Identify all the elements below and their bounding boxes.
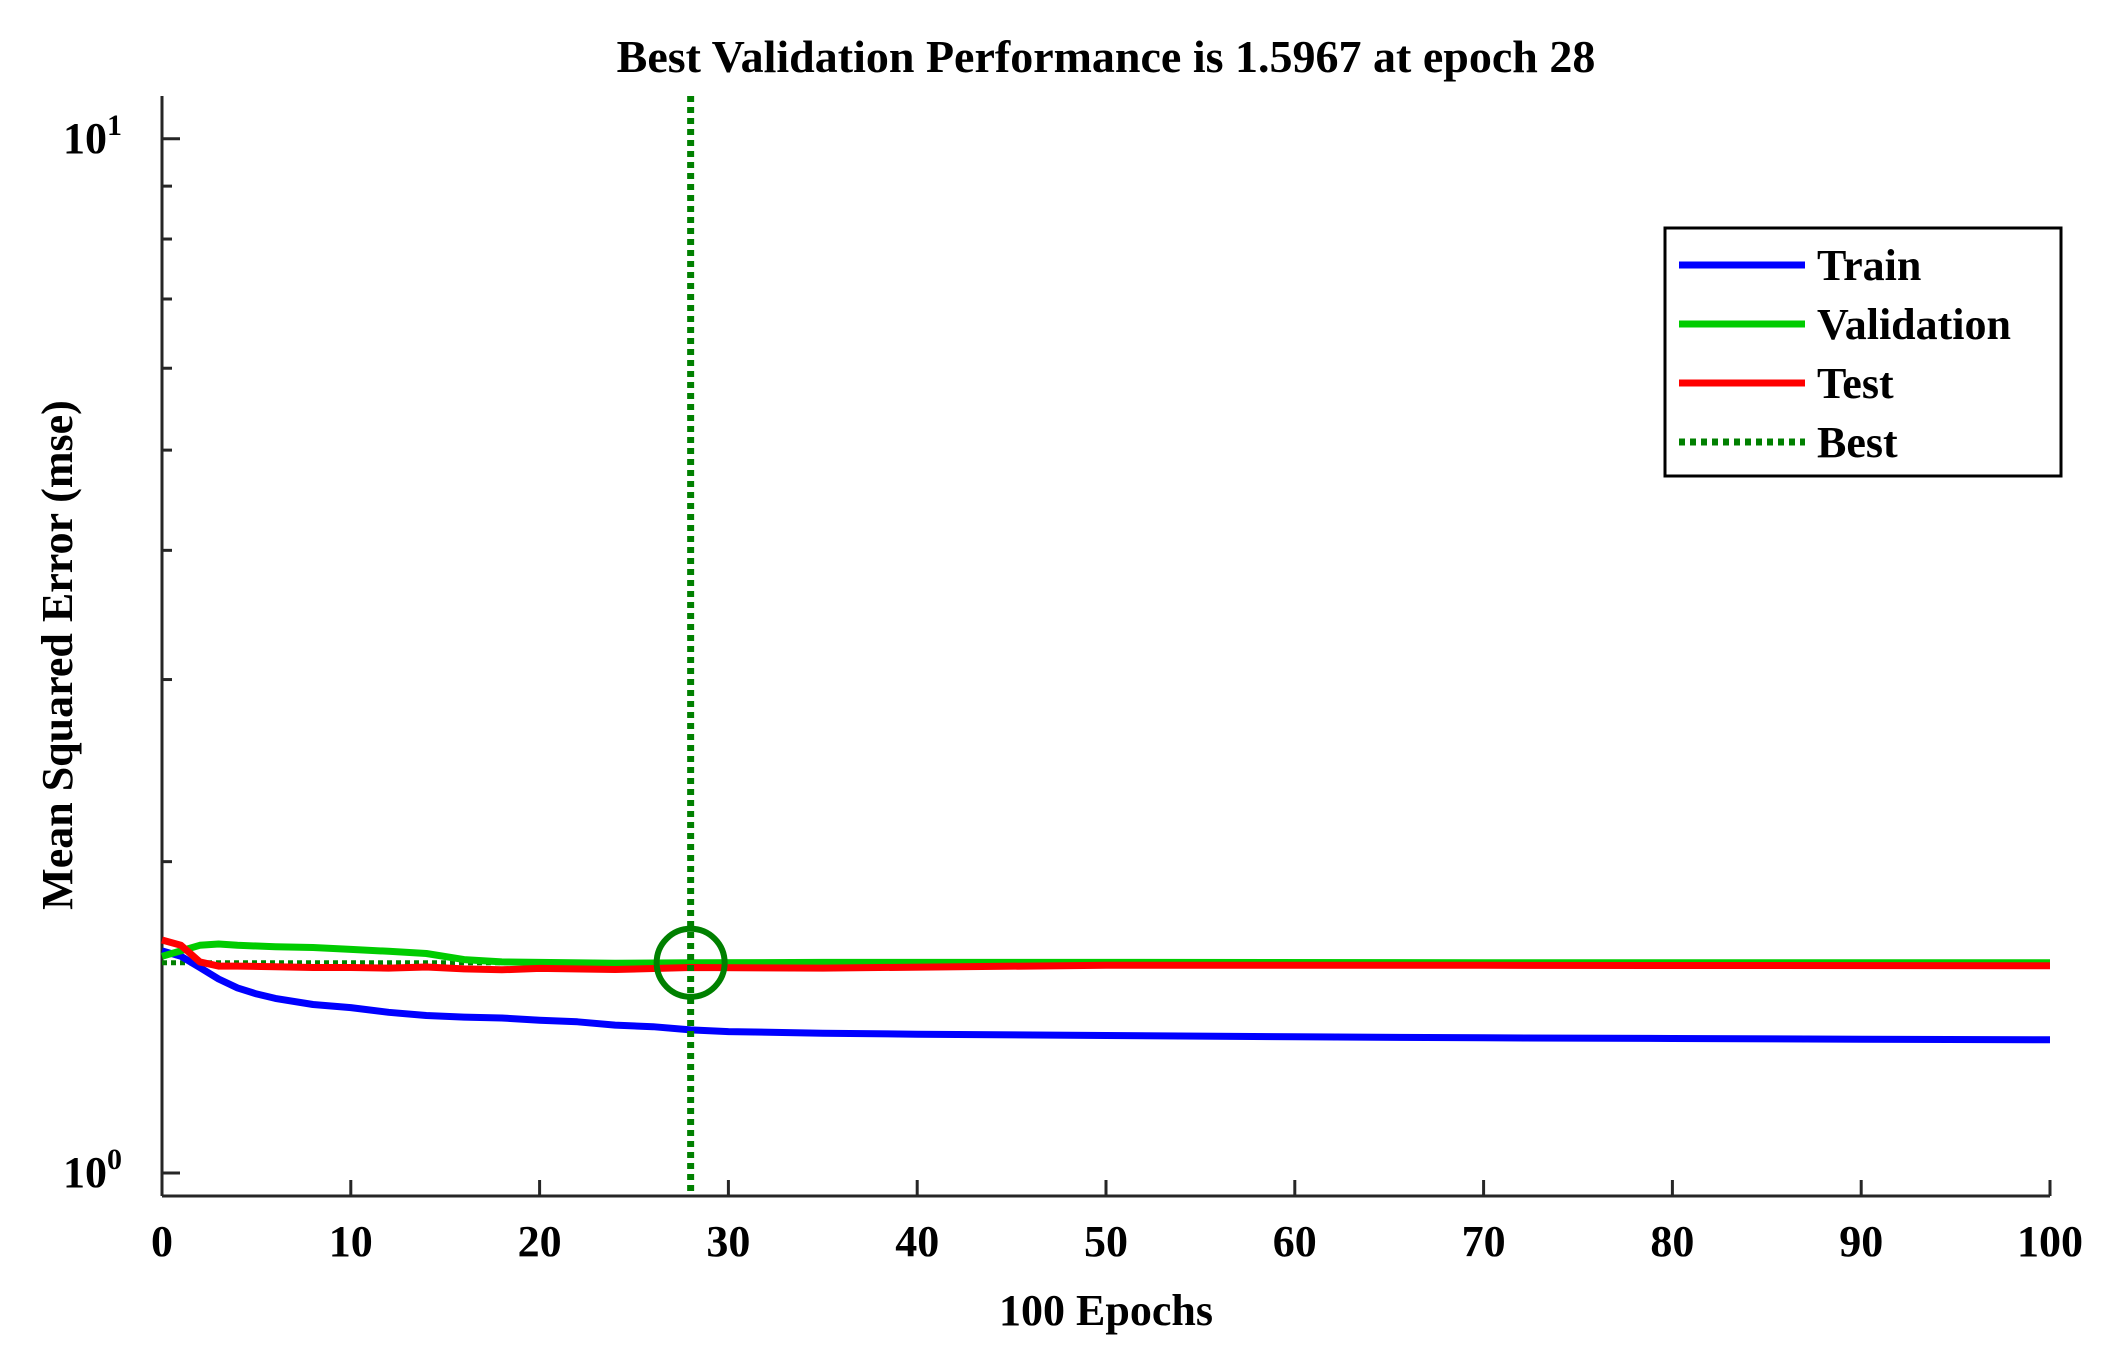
best-point-marker	[653, 925, 728, 1000]
x-tick-label: 100	[2017, 1217, 2083, 1266]
x-tick-label: 40	[895, 1217, 939, 1266]
legend-label-best: Best	[1817, 418, 1898, 467]
legend-label-validation: Validation	[1817, 300, 2011, 349]
x-tick-label: 70	[1462, 1217, 1506, 1266]
legend-label-test: Test	[1817, 359, 1894, 408]
x-tick-label: 90	[1839, 1217, 1883, 1266]
series-train-line	[161, 947, 2051, 1044]
series-validation-line	[161, 940, 2050, 967]
x-tick-label: 60	[1273, 1217, 1317, 1266]
x-tick-label: 30	[706, 1217, 750, 1266]
legend-box	[1663, 226, 2063, 478]
y-axis-label: Mean Squared Error (mse)	[33, 400, 82, 910]
x-tick-label: 10	[329, 1217, 373, 1266]
y-tick-label: 100	[63, 1143, 122, 1197]
chart-legend: Train Validation Test Best	[1663, 226, 2063, 478]
x-axis-label: 100 Epochs	[999, 1286, 1213, 1335]
plot-area: 0 10 20 30 40 50 60 70 80 90 100 100 101	[63, 96, 2083, 1266]
x-tick-label: 0	[151, 1217, 173, 1266]
x-tick-label: 80	[1650, 1217, 1694, 1266]
chart-title: Best Validation Performance is 1.5967 at…	[617, 31, 1596, 82]
x-tick-label: 50	[1084, 1217, 1128, 1266]
y-tick-label: 101	[63, 109, 122, 163]
series-test-line	[161, 936, 2051, 974]
x-tick-label: 20	[518, 1217, 562, 1266]
legend-label-train: Train	[1817, 241, 1921, 290]
